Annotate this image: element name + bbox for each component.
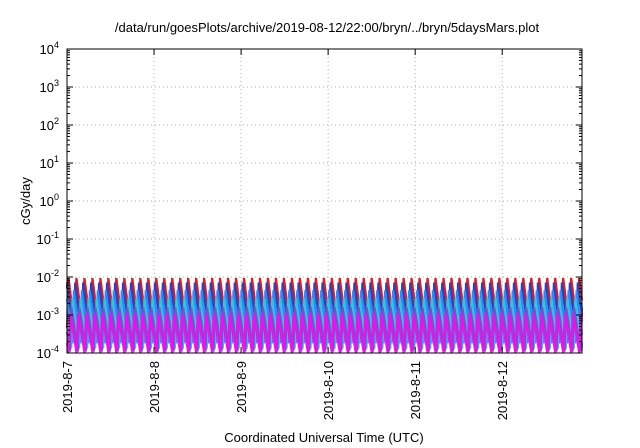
grid-lines	[67, 49, 582, 353]
x-tick-label: 2019-8-8	[147, 361, 162, 413]
chart-title: /data/run/goesPlots/archive/2019-08-12/2…	[115, 20, 540, 35]
y-tick-exponent: 0	[54, 192, 59, 202]
y-tick-base: 10	[37, 346, 51, 361]
y-tick-label: 10-2	[37, 268, 59, 285]
y-axis-label: cGy/day	[18, 177, 33, 225]
y-tick-base: 10	[40, 118, 54, 133]
y-tick-label: 103	[40, 78, 59, 95]
y-tick-base: 10	[37, 232, 51, 247]
x-axis-ticks: 2019-8-7 2019-8-8 2019-8-9 2019-8-10 2019-8-…	[60, 49, 510, 420]
x-tick-label: 2019-8-12	[495, 361, 510, 420]
y-tick-exponent: 2	[54, 116, 59, 126]
y-tick-base: 10	[37, 270, 51, 285]
x-tick-label: 2019-8-7	[60, 361, 75, 413]
y-tick-exponent: -2	[51, 268, 59, 278]
y-tick-exponent: 3	[54, 78, 59, 88]
y-tick-label: 100	[40, 192, 59, 209]
y-tick-exponent: -1	[51, 230, 59, 240]
y-tick-exponent: 4	[54, 40, 59, 50]
y-tick-base: 10	[40, 42, 54, 57]
y-tick-label: 10-4	[37, 344, 59, 361]
y-tick-base: 10	[40, 156, 54, 171]
y-tick-label: 102	[40, 116, 59, 133]
x-tick-label: 2019-8-11	[408, 361, 423, 419]
y-tick-exponent: 1	[54, 154, 59, 164]
y-tick-exponent: -3	[51, 306, 59, 316]
series-line	[65, 313, 584, 354]
series-layer	[65, 277, 584, 354]
y-tick-label: 101	[40, 154, 59, 171]
y-tick-label: 104	[40, 40, 59, 57]
y-tick-label: 10-3	[37, 306, 59, 323]
y-tick-base: 10	[40, 80, 54, 95]
y-tick-base: 10	[37, 308, 51, 323]
x-tick-label: 2019-8-9	[234, 361, 249, 413]
y-tick-label: 10-1	[37, 230, 59, 247]
x-axis-label: Coordinated Universal Time (UTC)	[224, 430, 423, 445]
x-tick-label: 2019-8-10	[321, 361, 336, 420]
y-tick-exponent: -4	[51, 344, 59, 354]
y-tick-base: 10	[40, 194, 54, 209]
